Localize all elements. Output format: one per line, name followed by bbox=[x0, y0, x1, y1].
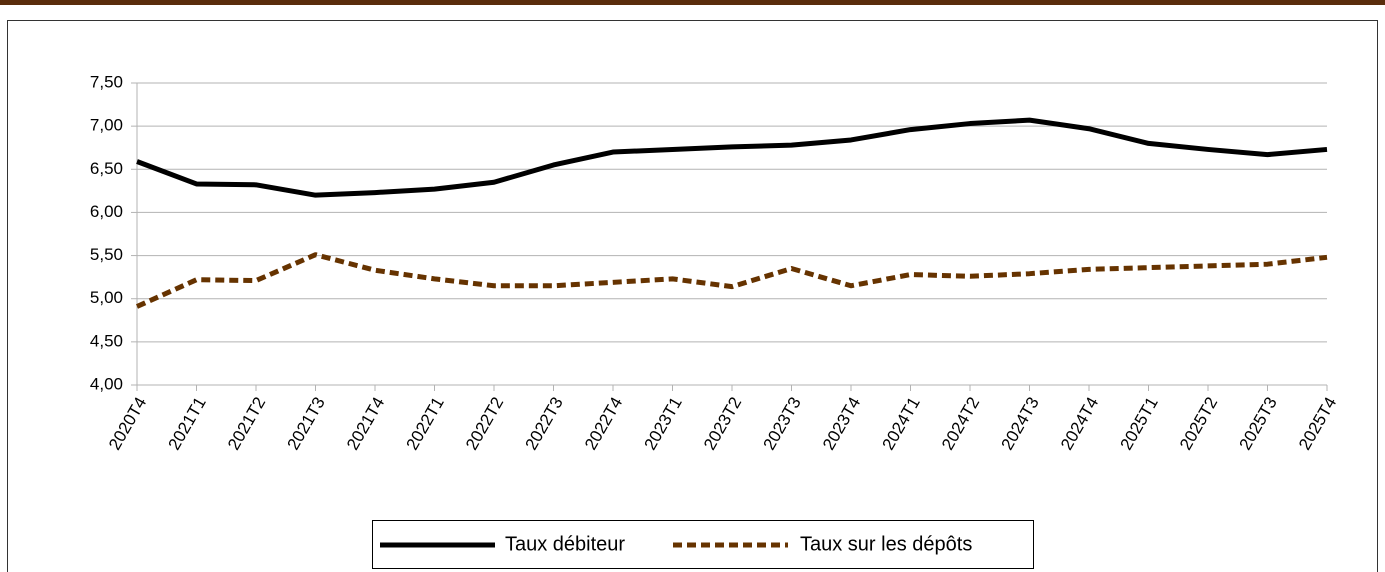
y-tick-label: 5,00 bbox=[90, 288, 123, 307]
y-tick-label: 6,00 bbox=[90, 202, 123, 221]
y-tick-label: 7,50 bbox=[90, 72, 123, 91]
legend-label: Taux débiteur bbox=[505, 533, 625, 555]
series-line bbox=[136, 117, 1328, 198]
top-bar bbox=[0, 0, 1385, 5]
y-tick-label: 5,50 bbox=[90, 245, 123, 264]
series-line bbox=[135, 252, 1328, 309]
chart-frame bbox=[7, 20, 1378, 572]
y-tick-label: 4,50 bbox=[90, 331, 123, 350]
y-tick-label: 4,00 bbox=[90, 374, 123, 393]
y-tick-label: 7,00 bbox=[90, 116, 123, 135]
legend-label: Taux sur les dépôts bbox=[800, 533, 972, 555]
y-tick-label: 6,50 bbox=[90, 159, 123, 178]
